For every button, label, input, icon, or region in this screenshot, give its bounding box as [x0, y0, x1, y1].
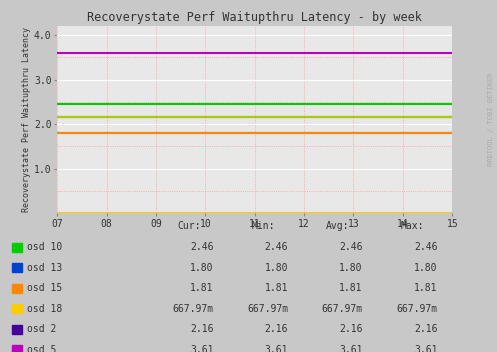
Text: 1.81: 1.81: [339, 283, 363, 293]
Text: 3.61: 3.61: [339, 345, 363, 352]
Text: 2.46: 2.46: [265, 243, 288, 252]
Text: osd 15: osd 15: [27, 283, 63, 293]
Text: 1.80: 1.80: [339, 263, 363, 273]
Text: Cur:: Cur:: [177, 221, 201, 231]
Text: Max:: Max:: [401, 221, 424, 231]
Text: 2.16: 2.16: [190, 324, 214, 334]
Text: Avg:: Avg:: [326, 221, 350, 231]
Text: 667.97m: 667.97m: [172, 304, 214, 314]
Text: 1.81: 1.81: [190, 283, 214, 293]
Text: osd 13: osd 13: [27, 263, 63, 273]
Text: 3.61: 3.61: [414, 345, 437, 352]
Text: 1.81: 1.81: [414, 283, 437, 293]
Text: 667.97m: 667.97m: [396, 304, 437, 314]
Y-axis label: Recoverystate Perf Waitupthru Latency: Recoverystate Perf Waitupthru Latency: [22, 27, 31, 212]
Text: osd 10: osd 10: [27, 243, 63, 252]
Text: 1.80: 1.80: [265, 263, 288, 273]
Text: osd 18: osd 18: [27, 304, 63, 314]
Text: 3.61: 3.61: [265, 345, 288, 352]
Text: RRDTOOL / TOBI OETIKER: RRDTOOL / TOBI OETIKER: [488, 73, 494, 166]
Title: Recoverystate Perf Waitupthru Latency - by week: Recoverystate Perf Waitupthru Latency - …: [87, 11, 422, 24]
Text: 1.81: 1.81: [265, 283, 288, 293]
Text: 2.16: 2.16: [414, 324, 437, 334]
Text: 2.16: 2.16: [339, 324, 363, 334]
Text: 2.16: 2.16: [265, 324, 288, 334]
Text: osd 5: osd 5: [27, 345, 57, 352]
Text: 667.97m: 667.97m: [247, 304, 288, 314]
Text: 1.80: 1.80: [414, 263, 437, 273]
Text: Min:: Min:: [251, 221, 275, 231]
Text: osd 2: osd 2: [27, 324, 57, 334]
Text: 3.61: 3.61: [190, 345, 214, 352]
Text: 1.80: 1.80: [190, 263, 214, 273]
Text: 2.46: 2.46: [339, 243, 363, 252]
Text: 667.97m: 667.97m: [322, 304, 363, 314]
Text: 2.46: 2.46: [414, 243, 437, 252]
Text: 2.46: 2.46: [190, 243, 214, 252]
